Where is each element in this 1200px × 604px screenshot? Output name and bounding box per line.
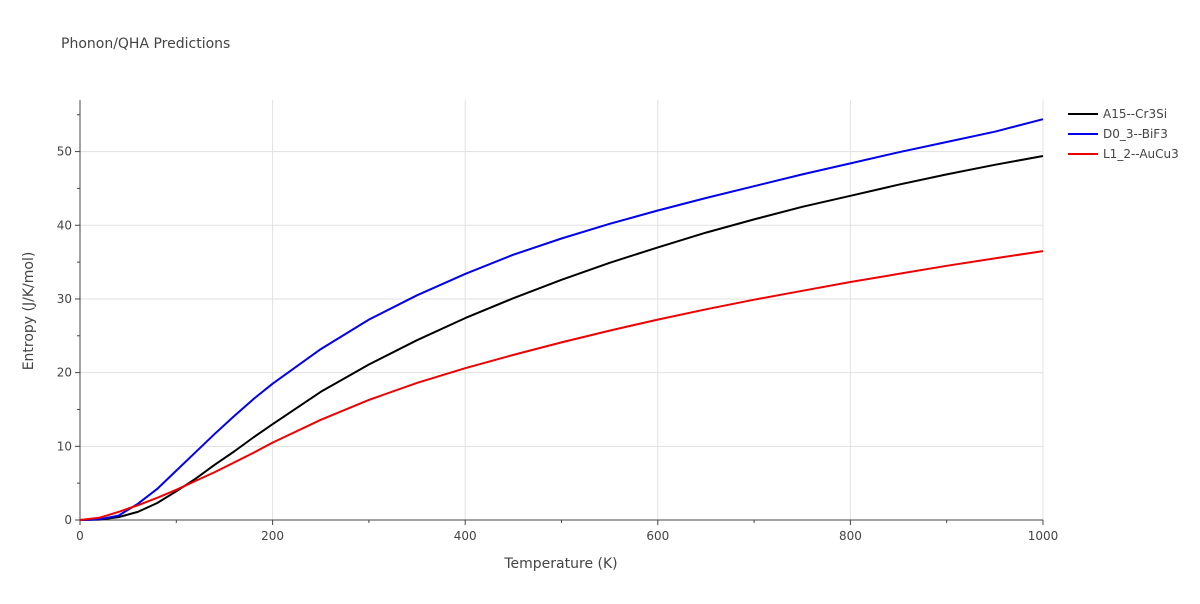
y-axis-label: Entropy (J/K/mol) xyxy=(21,252,37,371)
y-tick-label: 10 xyxy=(57,439,72,453)
y-tick-label: 20 xyxy=(57,366,72,380)
legend-label: L1_2--AuCu3 xyxy=(1103,147,1179,161)
x-axis-label: Temperature (K) xyxy=(503,556,617,572)
y-tick-label: 0 xyxy=(64,513,72,527)
legend-item[interactable]: A15--Cr3Si xyxy=(1068,107,1167,121)
x-tick-label: 200 xyxy=(261,529,284,543)
y-tick-label: 30 xyxy=(57,292,72,306)
legend-item[interactable]: L1_2--AuCu3 xyxy=(1068,147,1179,161)
x-tick-label: 600 xyxy=(646,529,669,543)
legend-label: D0_3--BiF3 xyxy=(1103,127,1168,141)
legend-label: A15--Cr3Si xyxy=(1103,107,1167,121)
series-line xyxy=(79,118,1044,521)
series-line xyxy=(79,155,1044,521)
series-lines xyxy=(79,118,1044,521)
legend[interactable]: A15--Cr3Si D0_3--BiF3 L1_2--AuCu3 xyxy=(1068,107,1179,161)
legend-item[interactable]: D0_3--BiF3 xyxy=(1068,127,1168,141)
chart-title: Phonon/QHA Predictions xyxy=(61,36,231,52)
y-tick-label: 50 xyxy=(57,145,72,159)
y-tick-label: 40 xyxy=(57,218,72,232)
x-tick-label: 800 xyxy=(839,529,862,543)
x-tick-label: 1000 xyxy=(1028,529,1059,543)
series-line xyxy=(79,250,1044,521)
axes: 0 200 400 600 800 1000 0 10 20 30 40 50 xyxy=(57,100,1059,543)
x-tick-label: 400 xyxy=(454,529,477,543)
x-tick-label: 0 xyxy=(76,529,84,543)
